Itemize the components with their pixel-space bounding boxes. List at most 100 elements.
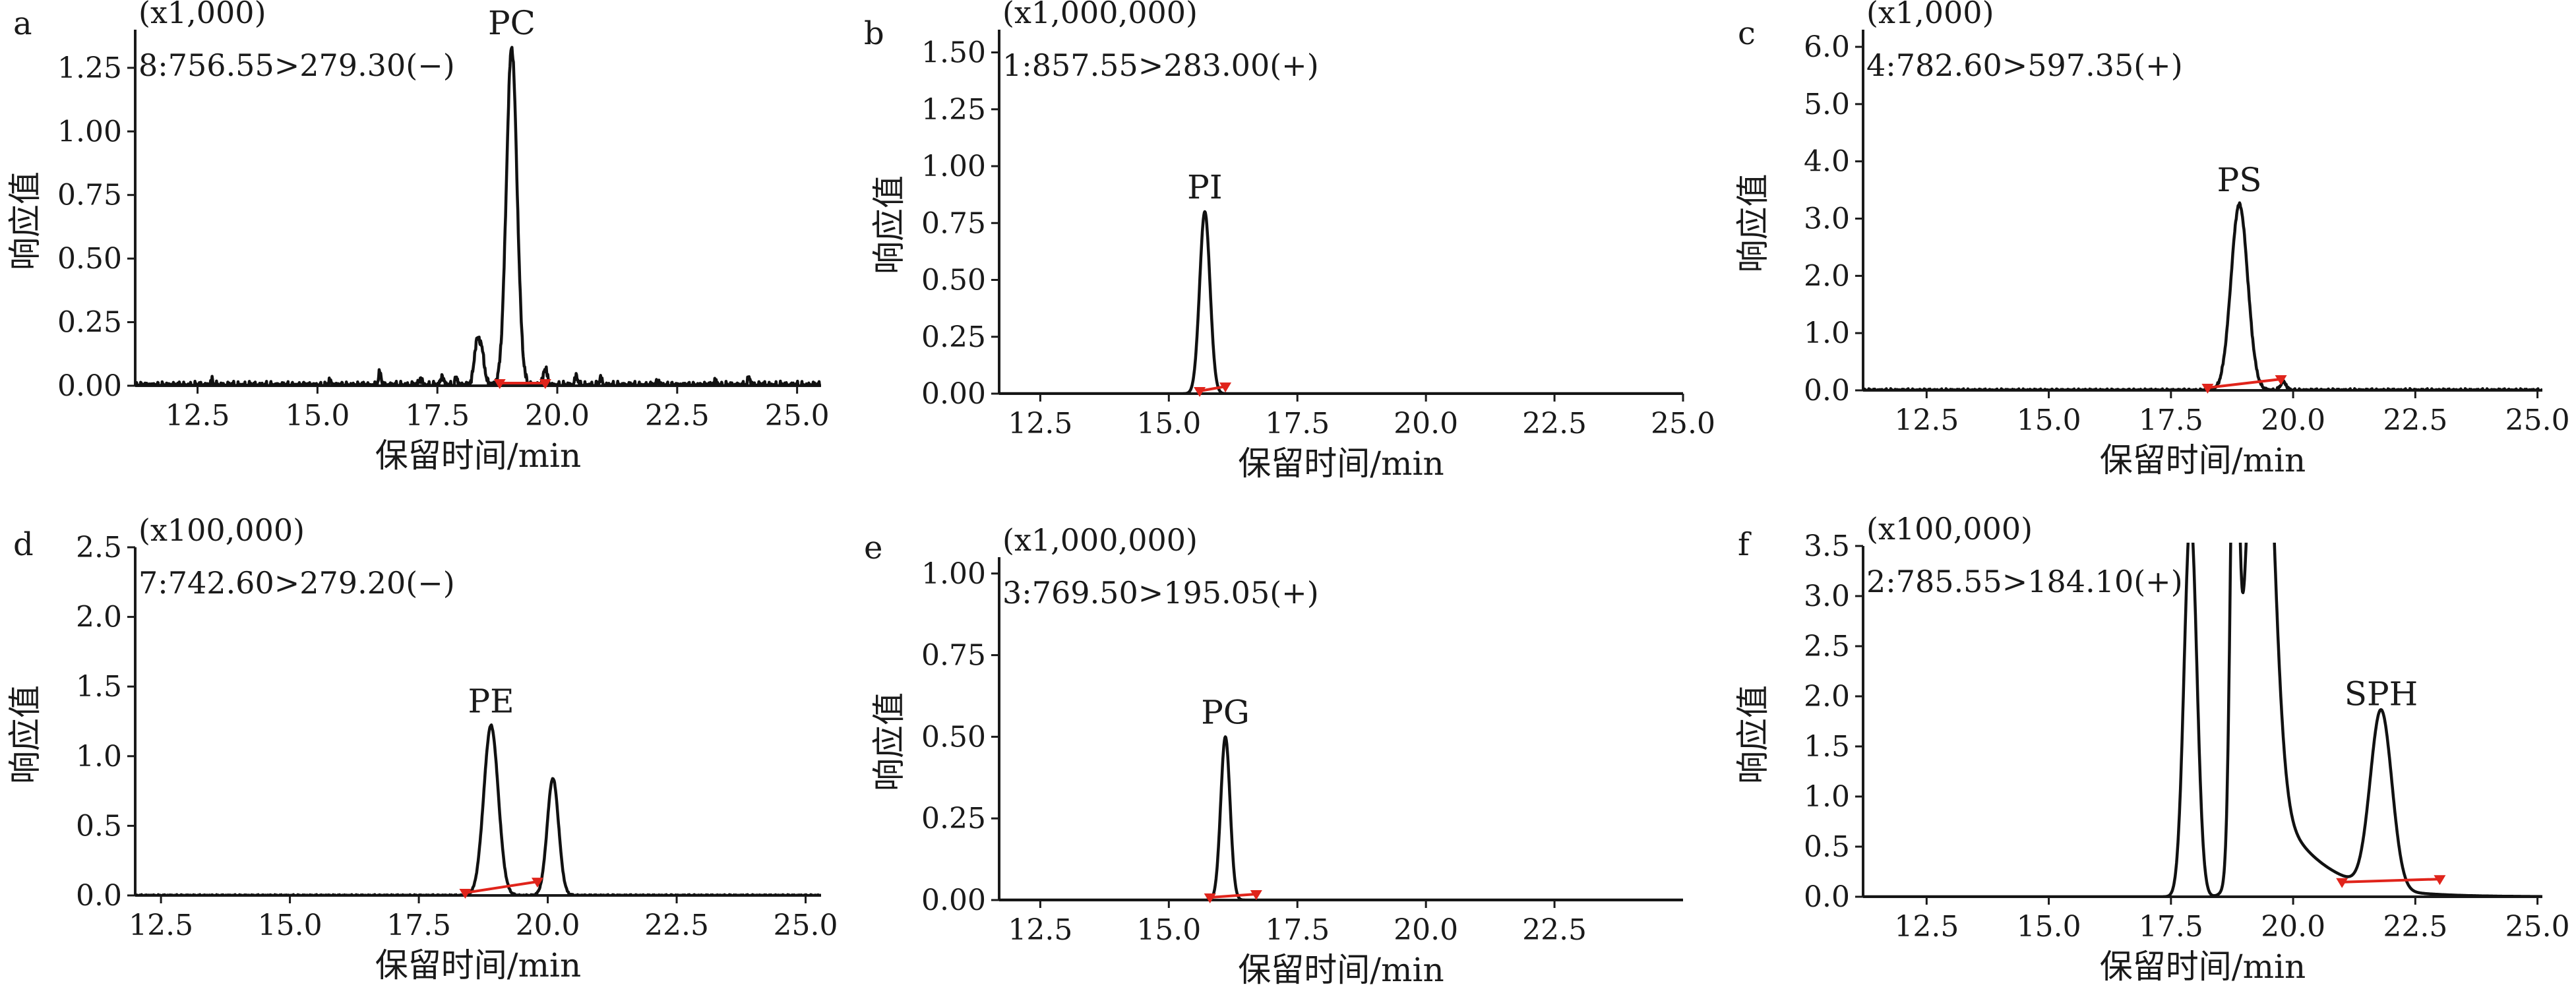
y-tick-label: 1.00 — [921, 557, 986, 591]
peak-label: PC — [488, 4, 536, 42]
x-tick-label: 15.0 — [1136, 913, 1201, 947]
transition-label: 7:742.60>279.20(−) — [138, 565, 455, 601]
y-tick-label: 0.25 — [921, 802, 986, 835]
y-tick-label: 1.00 — [57, 115, 122, 148]
panel-letter: c — [1738, 15, 1756, 52]
chromatogram-trace — [1863, 543, 2542, 897]
y-tick-label: 1.25 — [57, 51, 122, 85]
integration-marker — [2201, 384, 2214, 394]
x-tick-label: 20.0 — [2261, 404, 2325, 437]
y-tick-label: 0.75 — [921, 639, 986, 673]
y-tick-label: 0.5 — [1804, 830, 1850, 864]
panel-d: d (x100,000) 7:742.60>279.20(−) 0.0 0.5 1.0 1.… — [6, 512, 838, 984]
integration-marker — [493, 379, 506, 389]
panel-letter: b — [864, 15, 884, 52]
x-tick-label: 22.5 — [1522, 913, 1587, 947]
y-tick-label: 1.5 — [76, 670, 122, 704]
integration-baseline — [1210, 893, 1256, 899]
y-tick-label: 6.0 — [1804, 30, 1850, 64]
y-tick-label: 1.00 — [921, 150, 986, 183]
y-tick-label: 2.5 — [76, 531, 122, 564]
y-tick-label: 0.0 — [76, 879, 122, 913]
integration-marker — [539, 379, 551, 389]
x-tick-label: 20.0 — [516, 909, 580, 942]
chromatogram-trace — [135, 723, 821, 895]
y-tick-label: 2.0 — [76, 601, 122, 634]
integration-marker — [531, 878, 543, 888]
y-tick-label: 0.5 — [76, 809, 122, 843]
x-tick-label: 25.0 — [765, 399, 830, 433]
y-tick-label: 2.0 — [1804, 259, 1850, 293]
x-tick-label: 20.0 — [1394, 407, 1458, 440]
y-axis-title: 响应值 — [870, 692, 908, 791]
y-tick-label: 0.50 — [921, 264, 986, 297]
x-tick-label: 22.5 — [1522, 407, 1587, 440]
integration-baseline — [465, 880, 538, 894]
y-tick-label: 1.0 — [76, 740, 122, 773]
peak-label: PS — [2217, 161, 2262, 199]
x-tick-label: 25.0 — [2505, 910, 2570, 944]
y-axis-title: 响应值 — [1734, 174, 1772, 273]
scale-factor-label: (x100,000) — [1866, 511, 2033, 547]
y-tick-label: 1.50 — [921, 36, 986, 70]
x-axis-title: 保留时间/min — [1238, 951, 1444, 989]
x-tick-label: 22.5 — [2383, 404, 2447, 437]
y-tick-label: 3.5 — [1804, 529, 1850, 563]
x-tick-label: 12.5 — [166, 399, 230, 433]
x-tick-label: 20.0 — [1394, 913, 1458, 947]
x-tick-label: 12.5 — [1894, 910, 1959, 944]
x-tick-label: 12.5 — [1894, 404, 1959, 437]
integration-marker — [459, 889, 472, 899]
x-tick-label: 17.5 — [1265, 913, 1330, 947]
y-tick-label: 0.25 — [57, 306, 122, 340]
x-tick-label: 20.0 — [2261, 910, 2325, 944]
y-tick-label: 1.0 — [1804, 317, 1850, 350]
y-axis-title: 响应值 — [870, 175, 908, 274]
y-tick-label: 2.0 — [1804, 680, 1850, 713]
y-axis-title: 响应值 — [1734, 685, 1772, 784]
x-tick-label: 25.0 — [2505, 404, 2570, 437]
integration-baseline — [2342, 878, 2440, 884]
integration-baseline — [2207, 377, 2281, 389]
x-tick-label: 22.5 — [644, 909, 709, 942]
x-axis-title: 保留时间/min — [2100, 948, 2306, 986]
integration-marker — [2275, 375, 2287, 385]
panel-f: f (x100,000) 2:785.55>184.10(+) 0.0 0.5 1.0 1.… — [1734, 511, 2570, 986]
peak-label: PG — [1201, 693, 1250, 731]
y-tick-label: 0.75 — [57, 179, 122, 212]
x-tick-label: 12.5 — [1008, 913, 1072, 947]
y-tick-label: 3.0 — [1804, 580, 1850, 613]
integration-marker — [2434, 875, 2446, 886]
transition-label: 1:857.55>283.00(+) — [1002, 47, 1319, 83]
chromatogram-trace — [1863, 201, 2542, 390]
x-tick-label: 17.5 — [2139, 404, 2203, 437]
y-tick-label: 0.0 — [1804, 374, 1850, 407]
x-tick-label: 15.0 — [258, 909, 322, 942]
x-axis-title: 保留时间/min — [2100, 441, 2306, 479]
panel-letter: a — [13, 5, 32, 42]
integration-marker — [1194, 387, 1206, 397]
x-axis-title: 保留时间/min — [1238, 444, 1444, 483]
y-tick-label: 1.0 — [1804, 780, 1850, 814]
integration-marker — [1204, 893, 1216, 903]
y-tick-label: 0.50 — [57, 242, 122, 276]
chromatogram-trace — [135, 45, 821, 386]
integration-marker — [1250, 890, 1262, 901]
scale-factor-label: (x1,000,000) — [1002, 0, 1198, 30]
y-tick-label: 0.00 — [57, 369, 122, 403]
y-tick-label: 4.0 — [1804, 145, 1850, 179]
x-tick-label: 25.0 — [774, 909, 838, 942]
x-tick-label: 12.5 — [1008, 407, 1072, 440]
y-tick-label: 0.00 — [921, 884, 986, 917]
panel-b: b (x1,000,000) 1:857.55>283.00(+) 0.00 0.25 0… — [864, 0, 1715, 483]
y-tick-label: 3.0 — [1804, 202, 1850, 236]
peak-label: PE — [468, 682, 514, 720]
x-tick-label: 25.0 — [1651, 407, 1715, 440]
x-tick-label: 22.5 — [645, 399, 710, 433]
peak-label: SPH — [2345, 675, 2418, 713]
scale-factor-label: (x100,000) — [138, 512, 305, 548]
panel-c: c (x1,000) 4:782.60>597.35(+) 0.0 1.0 2.0 3.0 4… — [1734, 0, 2570, 479]
x-tick-label: 15.0 — [285, 399, 350, 433]
x-axis-title: 保留时间/min — [375, 437, 581, 475]
